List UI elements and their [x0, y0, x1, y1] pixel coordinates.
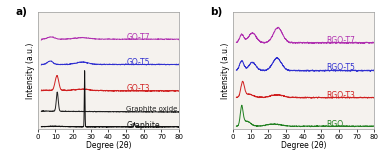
Text: RGO-T7: RGO-T7: [327, 36, 355, 45]
Text: a): a): [15, 7, 27, 17]
Text: GO-T7: GO-T7: [126, 33, 150, 42]
Y-axis label: Intensity (a.u.): Intensity (a.u.): [221, 42, 230, 99]
Text: Graphite oxide: Graphite oxide: [126, 106, 178, 112]
Text: RGO: RGO: [327, 120, 344, 129]
Y-axis label: Intensity (a.u.): Intensity (a.u.): [26, 42, 35, 99]
X-axis label: Degree (2θ): Degree (2θ): [86, 141, 131, 150]
Text: Graphite: Graphite: [126, 121, 160, 130]
X-axis label: Degree (2θ): Degree (2θ): [281, 141, 326, 150]
Text: RGO-T3: RGO-T3: [327, 91, 355, 100]
Text: GO-T5: GO-T5: [126, 58, 150, 67]
Text: GO-T3: GO-T3: [126, 84, 150, 93]
Text: b): b): [210, 7, 223, 17]
Text: RGO-T5: RGO-T5: [327, 63, 355, 72]
